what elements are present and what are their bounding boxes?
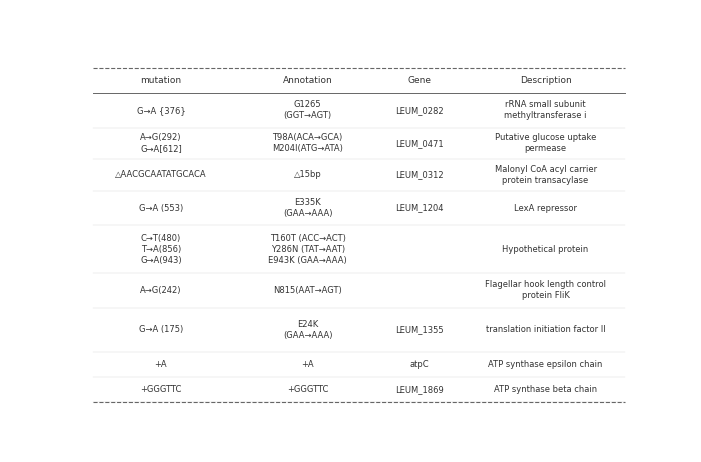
Text: LEUM_1355: LEUM_1355 [395,325,443,334]
Text: G→A (175): G→A (175) [139,325,183,334]
Text: LEUM_0312: LEUM_0312 [395,170,443,179]
Text: Putative glucose uptake
permease: Putative glucose uptake permease [495,133,597,153]
Text: LEUM_1204: LEUM_1204 [395,204,443,213]
Text: LEUM_1869: LEUM_1869 [395,385,444,394]
Text: Malonyl CoA acyl carrier
protein transacylase: Malonyl CoA acyl carrier protein transac… [494,165,597,185]
Text: ATP synthase epsilon chain: ATP synthase epsilon chain [489,360,603,369]
Text: A→G(292)
G→A[612]: A→G(292) G→A[612] [140,133,182,153]
Text: G→A (553): G→A (553) [139,204,183,213]
Text: G1265
(GGT→AGT): G1265 (GGT→AGT) [284,100,332,120]
Text: ATP synthase beta chain: ATP synthase beta chain [494,385,597,394]
Text: Flagellar hook length control
protein FliK: Flagellar hook length control protein Fl… [485,280,606,300]
Text: E335K
(GAA→AAA): E335K (GAA→AAA) [283,198,332,218]
Text: △AACGCAATATGCACA: △AACGCAATATGCACA [115,170,207,179]
Text: N815(AAT→AGT): N815(AAT→AGT) [273,286,342,295]
Text: LEUM_0471: LEUM_0471 [395,139,443,148]
Text: △15bp: △15bp [294,170,322,179]
Text: Description: Description [519,76,571,85]
Text: Annotation: Annotation [283,76,332,85]
Text: T160T (ACC→ACT)
Y286N (TAT→AAT)
E943K (GAA→AAA): T160T (ACC→ACT) Y286N (TAT→AAT) E943K (G… [268,233,347,265]
Text: +A: +A [301,360,314,369]
Text: LexA repressor: LexA repressor [514,204,577,213]
Text: Hypothetical protein: Hypothetical protein [503,244,589,254]
Text: E24K
(GAA→AAA): E24K (GAA→AAA) [283,320,332,340]
Text: translation initiation factor II: translation initiation factor II [486,325,606,334]
Text: mutation: mutation [140,76,182,85]
Text: +A: +A [155,360,168,369]
Text: atpC: atpC [409,360,429,369]
Text: A→G(242): A→G(242) [140,286,182,295]
Text: rRNA small subunit
methyltransferase i: rRNA small subunit methyltransferase i [504,100,587,120]
Text: +GGGTTC: +GGGTTC [287,385,328,394]
Text: C→T(480)
T→A(856)
G→A(943): C→T(480) T→A(856) G→A(943) [140,233,182,265]
Text: Gene: Gene [407,76,431,85]
Text: T98A(ACA→GCA)
M204I(ATG→ATA): T98A(ACA→GCA) M204I(ATG→ATA) [272,133,343,153]
Text: +GGGTTC: +GGGTTC [140,385,182,394]
Text: G→A {376}: G→A {376} [137,106,185,115]
Text: LEUM_0282: LEUM_0282 [395,106,443,115]
